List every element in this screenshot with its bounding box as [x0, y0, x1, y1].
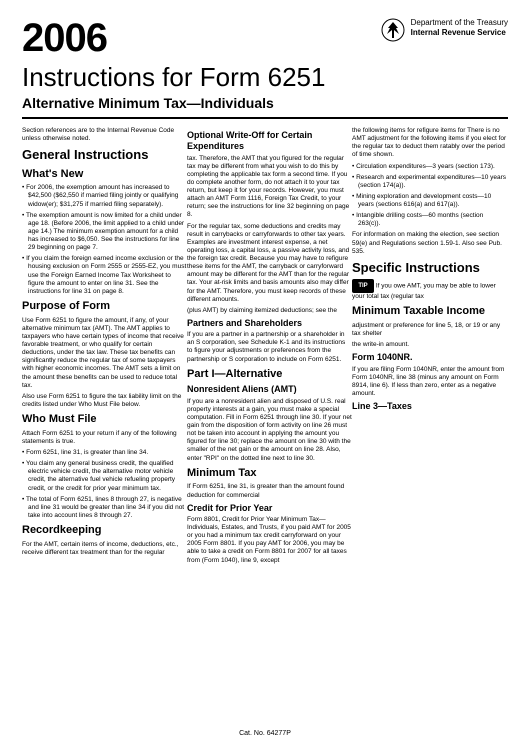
partners-para: If you are a partner in a partnership or… [187, 331, 352, 364]
whofile-bullet-1: • Form 6251, line 31, is greater than li… [22, 449, 187, 457]
department-block: Department of the Treasury Internal Reve… [381, 18, 508, 42]
col2-para-2: For the regular tax, some deductions and… [187, 223, 352, 304]
whofile-bullet-3: • The total of Form 6251, lines 8 throug… [22, 496, 187, 520]
col3-bullet-4: • Intangible drilling costs—60 months (s… [352, 212, 507, 228]
whatsnew-bullet-3: • If you claim the foreign earned income… [22, 255, 187, 296]
mti-para: adjustment or preference for line 5, 18,… [352, 322, 507, 338]
recordkeeping-para: For the AMT, certain items of income, de… [22, 541, 187, 557]
footer-catalog: Cat. No. 64277P [0, 730, 530, 737]
body-content: Section references are to the Internal R… [22, 127, 508, 727]
heading-1040nr: Form 1040NR. [352, 352, 507, 363]
header-row: 2006 Department of the Treasury Internal… [22, 18, 508, 58]
col2-para-1: tax. Therefore, the AMT that you figured… [187, 155, 352, 220]
purpose-para-2: Also use Form 6251 to figure the tax lia… [22, 393, 187, 409]
heading-purpose: Purpose of Form [22, 300, 187, 314]
tip-row: TIP If you owe AMT, you may be able to l… [352, 279, 507, 301]
whatsnew-bullet-1: • For 2006, the exemption amount has inc… [22, 184, 187, 208]
col3-para-3: the write-in amount. [352, 341, 507, 349]
document-subtitle: Alternative Minimum Tax—Individuals [22, 95, 508, 119]
column-1: Section references are to the Internal R… [22, 127, 187, 560]
purpose-para-1: Use Form 6251 to figure the amount, if a… [22, 317, 187, 390]
heading-credit-prior-year: Credit for Prior Year [187, 503, 352, 514]
col3-bullet-2: • Research and experimental expenditures… [352, 174, 507, 190]
whatsnew-bullet-2: • The exemption amount is now limited fo… [22, 212, 187, 253]
heading-minimum-tax: Minimum Tax [187, 467, 352, 481]
whofile-intro: Attach Form 6251 to your return if any o… [22, 430, 187, 446]
heading-line3: Line 3—Taxes [352, 401, 507, 412]
col3-bullet-3: • Mining exploration and development cos… [352, 193, 507, 209]
department-text: Department of the Treasury Internal Reve… [411, 18, 508, 37]
heading-who-must-file: Who Must File [22, 413, 187, 427]
document-title: Instructions for Form 6251 [22, 62, 508, 93]
heading-mti: Minimum Taxable Income [352, 305, 507, 319]
minimum-para: If Form 6251, line 31, is greater than t… [187, 483, 352, 499]
heading-partners: Partners and Shareholders [187, 318, 352, 329]
nr-para: If you are filing Form 1040NR, enter the… [352, 366, 507, 399]
dept-line2: Internal Revenue Service [411, 28, 508, 38]
tip-icon: TIP [352, 279, 374, 293]
tax-year: 2006 [22, 18, 107, 58]
column-3: the following items for refigure items f… [352, 127, 507, 414]
whofile-bullet-2: • You claim any general business credit,… [22, 460, 187, 493]
heading-part1: Part I—Alternative [187, 368, 352, 382]
heading-optional-writeoff: Optional Write-Off for Certain Expenditu… [187, 130, 352, 153]
irs-eagle-icon [381, 18, 405, 42]
heading-whats-new: What's New [22, 168, 187, 182]
intro-text: Section references are to the Internal R… [22, 127, 187, 143]
col3-para-1: the following items for refigure items f… [352, 127, 507, 160]
col2-para-3: (plus AMT) by claiming itemized deductio… [187, 307, 352, 315]
heading-specific-instructions: Specific Instructions [352, 260, 507, 276]
heading-nra: Nonresident Aliens (AMT) [187, 384, 352, 395]
column-2: Optional Write-Off for Certain Expenditu… [187, 127, 352, 568]
col3-bullet-1: • Circulation expenditures—3 years (sect… [352, 163, 507, 171]
heading-general-instructions: General Instructions [22, 147, 187, 163]
dept-line1: Department of the Treasury [411, 18, 508, 28]
heading-recordkeeping: Recordkeeping [22, 524, 187, 538]
col3-para-2: For information on making the election, … [352, 231, 507, 255]
credit-para: Form 8801, Credit for Prior Year Minimum… [187, 516, 352, 565]
nra-para: If you are a nonresident alien and dispo… [187, 398, 352, 463]
